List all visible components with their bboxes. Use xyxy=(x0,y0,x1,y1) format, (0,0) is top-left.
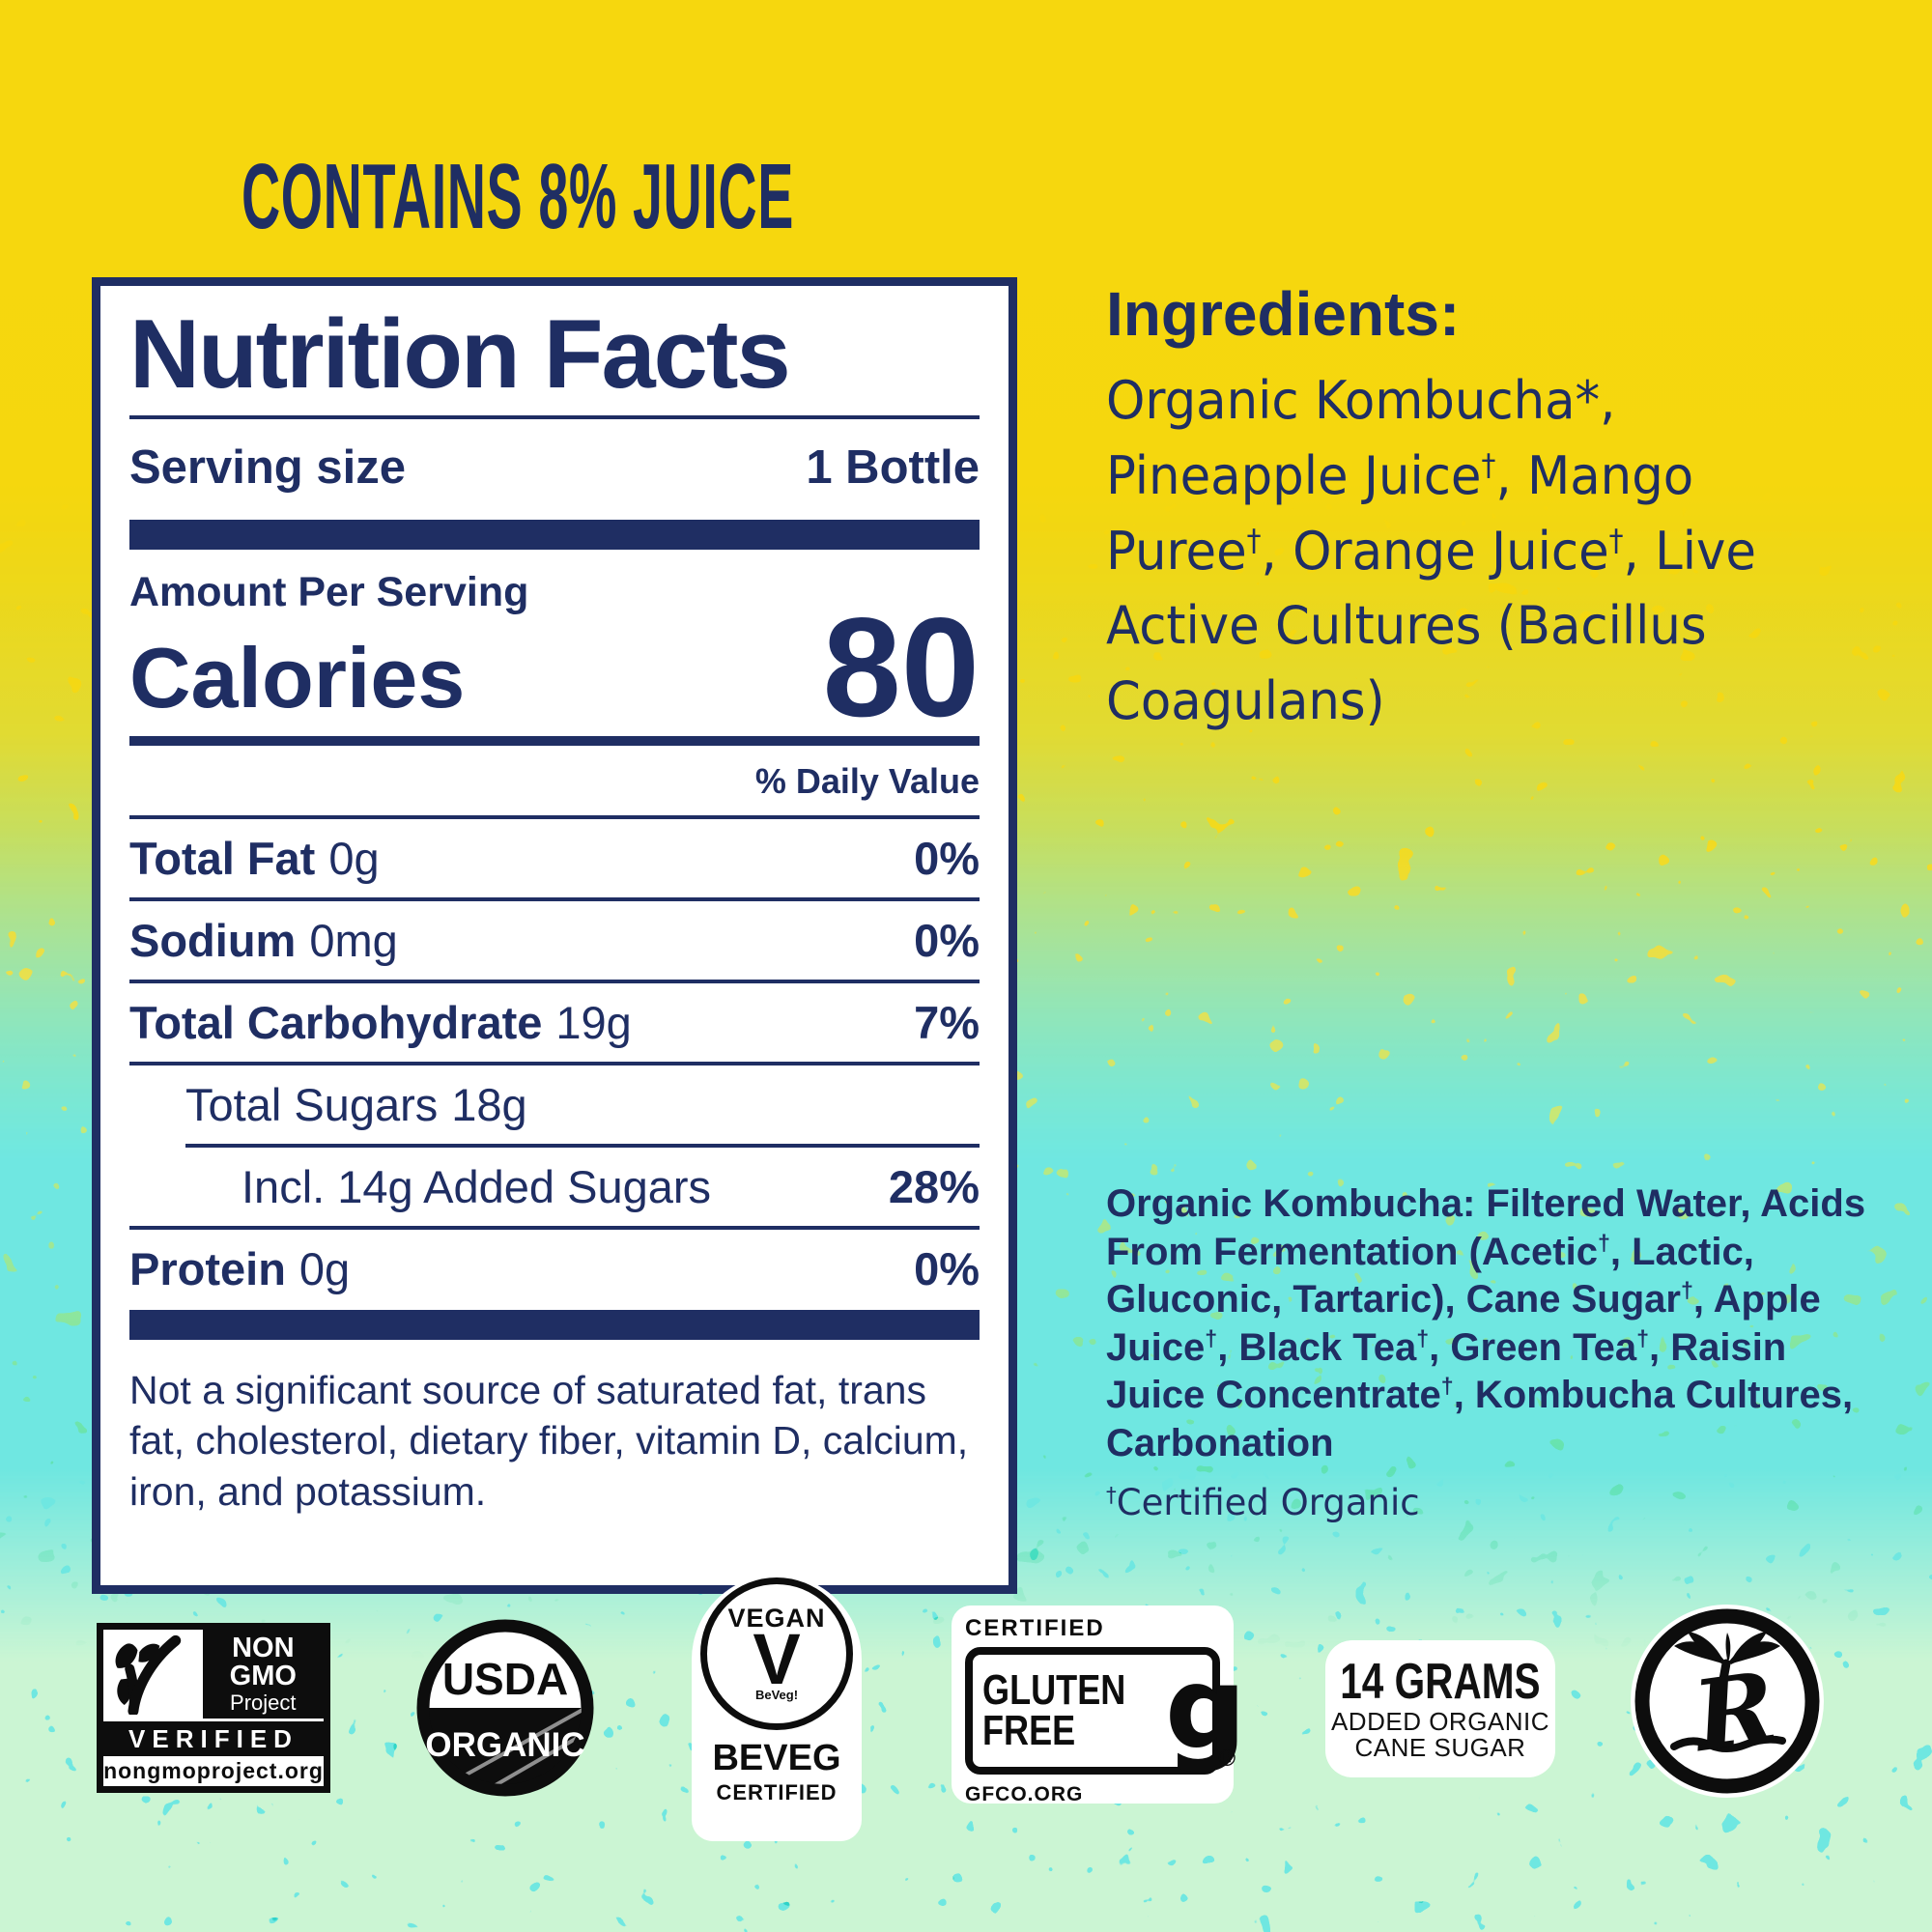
divider xyxy=(129,814,980,819)
organic-word: ORGANIC xyxy=(425,1726,584,1764)
divider xyxy=(129,415,980,420)
gf-certified-word: CERTIFIED xyxy=(965,1615,1105,1641)
usda-organic-badge: USDA ORGANIC xyxy=(412,1615,598,1801)
ingredients-section: Ingredients: Organic Kombucha*, Pineappl… xyxy=(1106,278,1898,739)
gf-word: GLUTEN xyxy=(982,1666,1126,1715)
sugar-line3: CANE SUGAR xyxy=(1354,1733,1526,1763)
nutrient-amount: 0mg xyxy=(309,914,398,966)
non-gmo-project-badge: NON GMO Project VERIFIED nongmoproject.o… xyxy=(97,1623,330,1793)
certified-organic-note: †Certified Organic xyxy=(1106,1481,1420,1523)
palm-fronds-icon xyxy=(1674,1632,1780,1664)
nutrient-amount: 0g xyxy=(328,832,380,884)
usda-word: USDA xyxy=(442,1654,568,1704)
non-gmo-word: NON xyxy=(232,1633,295,1663)
nutrient-row-total-fat: Total Fat 0g 0% xyxy=(129,819,980,897)
certified-gluten-free-badge: CERTIFIED GLUTEN FREE g ® GFCO.ORG xyxy=(952,1605,1246,1805)
nutrient-name: Total Fat xyxy=(129,832,316,884)
sugar-grams: 14 GRAMS xyxy=(1340,1654,1541,1711)
nutrient-dv: 7% xyxy=(914,996,980,1048)
serving-size-label: Serving size xyxy=(129,441,406,495)
nutrition-facts-panel: Nutrition Facts Serving size 1 Bottle Am… xyxy=(92,277,1017,1595)
amount-per-serving-label: Amount Per Serving xyxy=(129,569,529,616)
vegan-v-icon: V xyxy=(753,1618,801,1699)
gfco-url: GFCO.ORG xyxy=(965,1783,1084,1805)
medium-divider xyxy=(129,735,980,746)
ingredients-list: Organic Kombucha*, Pineapple Juice†, Man… xyxy=(1106,370,1756,731)
kombucha-detail-section: Organic Kombucha: Filtered Water, Acids … xyxy=(1106,1180,1879,1523)
registered-mark: ® xyxy=(1218,1746,1236,1772)
nutrient-amount: 18g xyxy=(451,1078,527,1130)
beveg-certified-word: CERTIFIED xyxy=(716,1780,838,1804)
nutrient-name: Total Sugars xyxy=(185,1078,439,1130)
nutrient-name: Protein xyxy=(129,1242,286,1294)
vegan-circle: VEGAN V BeVeg! xyxy=(700,1577,853,1730)
nutrient-row-sodium: Sodium 0mg 0% xyxy=(129,896,980,980)
non-gmo-url: nongmoproject.org xyxy=(103,1758,324,1783)
kombucha-components: Organic Kombucha: Filtered Water, Acids … xyxy=(1106,1182,1866,1464)
calories-row: Calories 80 xyxy=(129,588,980,747)
beveg-small-word: BeVeg! xyxy=(754,1688,799,1703)
nutrient-name: Total Carbohydrate xyxy=(129,996,543,1048)
gf-wordmark: GLUTEN FREE xyxy=(982,1666,1126,1754)
non-gmo-word: Project xyxy=(230,1690,297,1715)
non-gmo-top: NON GMO Project xyxy=(103,1630,324,1719)
nutrition-facts-title: Nutrition Facts xyxy=(129,300,791,409)
serving-size-row: Serving size 1 Bottle xyxy=(129,419,980,520)
gf-box: GLUTEN FREE g ® xyxy=(965,1647,1246,1775)
non-gmo-word: GMO xyxy=(229,1661,297,1691)
added-sugars-wrap: Incl. 14g Added Sugars 28% xyxy=(185,1143,980,1226)
brand-palm-monogram-logo: R xyxy=(1626,1600,1829,1803)
thick-divider xyxy=(129,520,980,551)
divider xyxy=(103,1719,324,1721)
ingredients-heading: Ingredients: xyxy=(1106,279,1461,349)
nutrient-row-total-carbohydrate: Total Carbohydrate 19g 7% xyxy=(129,979,980,1062)
serving-size-value: 1 Bottle xyxy=(806,441,980,495)
gf-word: FREE xyxy=(982,1707,1076,1754)
nutrient-name: Incl. 14g Added Sugars xyxy=(242,1160,712,1212)
beveg-wordmark: BeVeg xyxy=(712,1738,841,1778)
brand-monogram-letter: R xyxy=(1685,1650,1783,1775)
nutrient-dv: 0% xyxy=(914,832,980,884)
added-sugar-callout: 14 GRAMS ADDED ORGANIC CANE SUGAR xyxy=(1325,1640,1555,1777)
nutrient-dv: 28% xyxy=(888,1160,980,1212)
nutrient-row-total-sugars: Total Sugars 18g xyxy=(129,1061,980,1144)
nutrient-dv: 0% xyxy=(914,914,980,966)
non-gmo-wordmark: NON GMO Project xyxy=(202,1630,324,1719)
juice-content-claim: CONTAINS 8% JUICE xyxy=(242,145,794,248)
sugar-line2: ADDED ORGANIC xyxy=(1330,1707,1550,1736)
nutrient-amount: 19g xyxy=(555,996,632,1048)
nutrition-footnote: Not a significant source of saturated fa… xyxy=(129,1367,969,1514)
verified-band: VERIFIED xyxy=(103,1721,324,1756)
vegan-word: VEGAN xyxy=(727,1603,826,1633)
nutrient-name: Sodium xyxy=(129,914,297,966)
thick-divider xyxy=(129,1309,980,1340)
butterfly-check-icon xyxy=(103,1630,203,1719)
daily-value-header: % Daily Value xyxy=(754,760,980,801)
nutrient-dv: 0% xyxy=(914,1242,980,1294)
nutrient-row-added-sugars: Incl. 14g Added Sugars 28% xyxy=(185,1148,980,1226)
calories-value: 80 xyxy=(822,588,980,747)
beveg-vegan-badge: VEGAN V BeVeg! BeVeg CERTIFIED xyxy=(692,1575,862,1841)
nutrient-amount: 0g xyxy=(298,1242,351,1294)
calories-label: Calories xyxy=(129,629,466,725)
gfco-g-icon: g xyxy=(1164,1640,1247,1775)
nutrient-row-protein: Protein 0g 0% xyxy=(129,1225,980,1308)
